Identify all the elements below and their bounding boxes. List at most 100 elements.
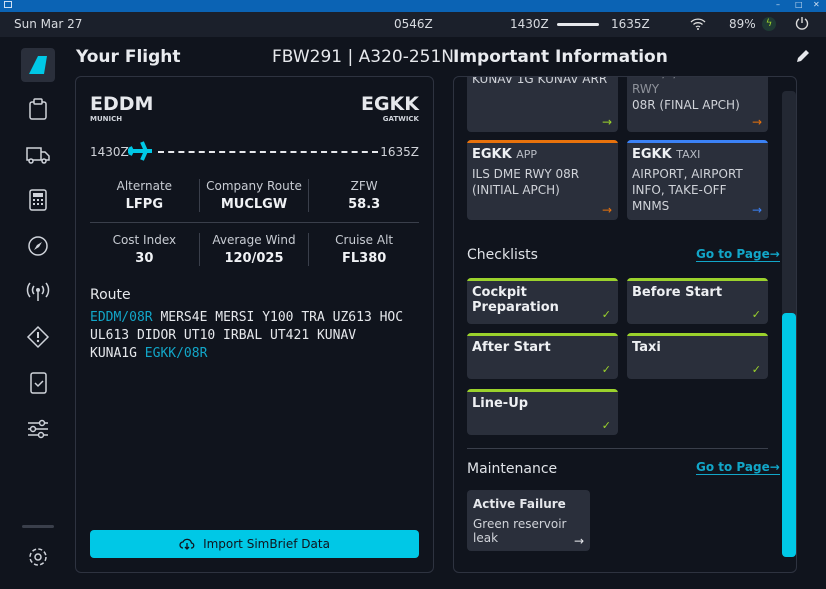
maximize-button[interactable]: □ [795,0,803,9]
utc-time: 0546Z [394,17,433,31]
route-segment: MERS4E MERSI Y100 TRA UZ613 HOC [152,310,404,325]
info-divider [90,222,419,223]
sidebar-item-settings[interactable] [22,541,54,573]
chart-desc: ILS DME RWY 08R (INITIAL APCH) [472,167,580,197]
checklist-name: Line-Up [472,396,529,411]
import-simbrief-button[interactable]: Import SimBrief Data [90,530,419,558]
checklist-name: Cockpit Preparation [472,285,559,315]
alternate-value: LFPG [125,197,164,212]
failure-title: Active Failure [473,497,566,511]
check-icon: ✓ [751,363,761,376]
destination-icao: EGKK [360,93,419,115]
sidebar-item-presets[interactable] [22,413,54,445]
arrow-right-icon: → [573,534,584,548]
cloud-download-icon [179,538,195,550]
complete-bar [627,333,768,336]
checklists-go-to-page-link[interactable]: Go to Page→ [696,247,780,262]
checklist-tile[interactable]: Line-Up ✓ [467,389,618,435]
sidebar-item-performance[interactable] [22,184,54,216]
flight-info-row-1: Alternate LFPG Company Route MUCLGW ZFW 58.… [90,179,419,212]
route-text: EDDM/08R MERS4E MERSI Y100 TRA UZ613 HOC… [90,309,425,363]
minimize-button[interactable]: – [776,0,780,9]
complete-bar [627,278,768,281]
checklist-name: Taxi [632,340,661,355]
failure-desc: Green reservoir leak [473,517,567,545]
app-icon [4,1,12,8]
chart-tile-egkk-taxi[interactable]: EGKK TAXI AIRPORT, AIRPORT INFO, TAKE-OF… [627,140,768,220]
chart-type: APP [516,148,538,161]
route-segment: KUNA1G [90,346,145,361]
arrival-time: 1635Z [380,145,419,159]
airplane-icon [128,141,152,161]
wifi-icon [690,17,706,34]
power-icon[interactable] [795,15,809,34]
alternate-label: Alternate [116,179,173,193]
date: Sun Mar 27 [14,17,83,31]
checklist-tile[interactable]: Taxi ✓ [627,333,768,379]
sidebar-divider [22,525,54,528]
truck-icon [26,147,50,164]
arrow-right-icon: → [751,115,762,129]
route-label: Route [90,287,131,303]
departure-time: 1430Z [510,17,549,31]
chart-desc-visible: 08R (FINAL APCH) [632,98,740,112]
checklist-name: Before Start [632,285,723,300]
scrollbar-thumb[interactable] [782,313,796,557]
chart-desc: AIRPORT, AIRPORT INFO, TAKE-OFF MNMS [632,167,743,213]
antenna-icon [26,282,50,301]
chart-airport: EGKK [472,147,512,162]
checklist-tile[interactable]: Cockpit Preparation ✓ [467,278,618,324]
cruise-alt-value: FL380 [342,251,387,266]
chart-desc: KUNAV 1G KUNAV ARR [472,76,608,86]
arrival-time: 1635Z [611,17,650,31]
cruise-alt-label: Cruise Alt [335,233,394,247]
warning-diamond-icon [26,325,50,349]
sidebar-item-dashboard[interactable] [22,93,54,125]
flight-path-line [158,151,378,153]
flybywire-logo-icon [29,56,47,74]
chart-tile-egkk-app[interactable]: EGKK APP ILS DME RWY 08R (INITIAL APCH) … [467,140,618,220]
sidebar-item-logo[interactable] [21,48,55,82]
sidebar-item-checklists[interactable] [22,367,54,399]
scrollbar-track[interactable] [782,91,796,557]
origin-name: MUNICH [90,115,123,123]
sidebar-item-atc[interactable] [22,276,54,308]
calculator-icon [29,189,47,211]
cost-index-label: Cost Index [112,233,177,247]
checklist-name: After Start [472,340,551,355]
maintenance-title: Maintenance [467,461,558,477]
zfw-value: 58.3 [348,197,381,212]
checklist-tile[interactable]: After Start ✓ [467,333,618,379]
sidebar-item-navigation[interactable] [22,230,54,262]
cost-index-value: 30 [135,251,154,266]
check-icon: ✓ [601,419,611,432]
check-icon: ✓ [751,308,761,321]
route-destination: EGKK/08R [144,346,208,361]
close-button[interactable]: ✕ [813,0,820,9]
complete-bar [467,278,618,281]
company-route-value: MUCLGW [220,197,288,212]
maintenance-go-to-page-link[interactable]: Go to Page→ [696,460,780,475]
flight-card: EDDM MUNICH EGKK GATWICK 1430Z 1635Z Alt… [75,76,434,573]
origin-icao: EDDM [90,93,154,115]
tile-accent-bar [627,140,768,143]
route-segment: UL613 DIDOR UT10 IRBAL UT421 KUNAV [90,328,357,343]
chart-tile[interactable]: KUNAV 1G KUNAV ARR → [467,76,618,132]
import-button-label: Import SimBrief Data [203,537,330,551]
sidebar-item-ground[interactable] [22,139,54,171]
gear-icon [29,548,47,566]
checklists-title: Checklists [467,247,538,263]
checklist-tile[interactable]: Before Start ✓ [627,278,768,324]
important-info-panel: KUNAV 1G KUNAV ARR → CAT I/II/III ILS DM… [453,76,797,573]
sidebar-item-failures[interactable] [22,321,54,353]
sliders-icon [28,419,48,439]
battery-level: 89% [729,17,756,31]
zfw-label: ZFW [350,179,378,193]
departure-time: 1430Z [90,145,129,159]
average-wind-value: 120/025 [224,251,284,266]
charging-icon: ϟ [762,17,776,31]
edit-pencil-icon[interactable] [795,48,811,64]
arrow-right-icon: → [601,203,612,217]
active-failure-tile[interactable]: Active Failure Green reservoir leak → [467,490,590,551]
